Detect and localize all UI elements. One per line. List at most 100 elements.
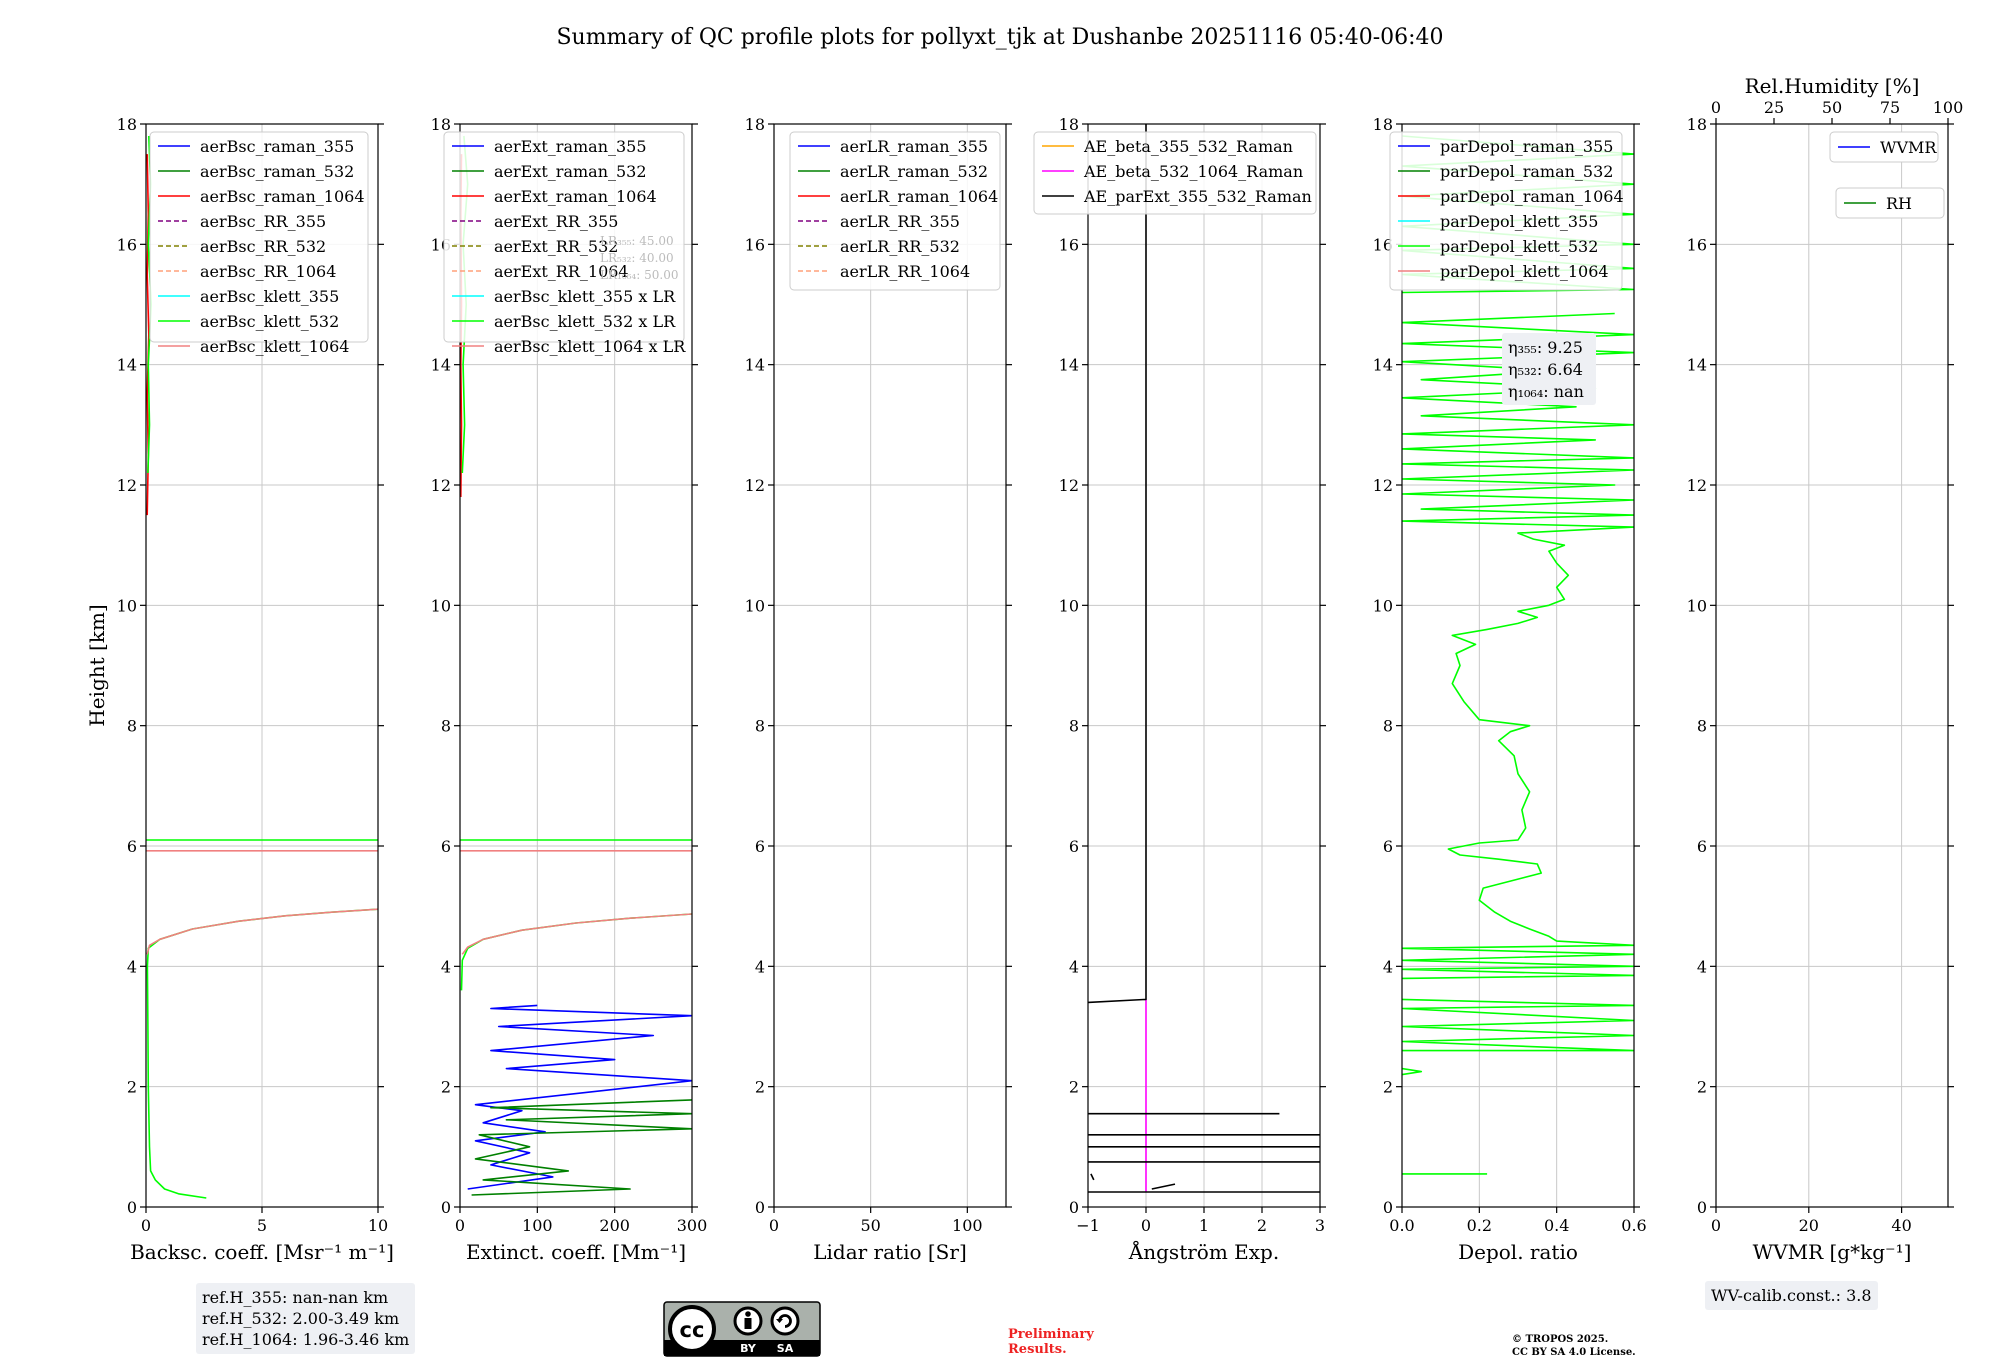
y-tick-label: 4 <box>1697 957 1707 976</box>
svg-text:cc: cc <box>680 1318 705 1342</box>
sa-label: SA <box>777 1342 794 1355</box>
svg-text:η₅₃₂: 6.64: η₅₃₂: 6.64 <box>1508 360 1583 379</box>
x-tick-label: 100 <box>522 1216 553 1235</box>
x-tick-label: 0.4 <box>1544 1216 1569 1235</box>
chart-lr: 0 2 4 6 8 10 12 14 16 18 0 50 100 Lidar ratio [Sr] aer… <box>745 115 1012 1264</box>
legend-entry: aerBsc_klett_1064 <box>200 337 349 356</box>
legend-entry: aerBsc_klett_532 x LR <box>494 312 676 331</box>
legend-entry: RH <box>1886 194 1912 213</box>
legend-entry: parDepol_klett_355 <box>1440 212 1598 231</box>
x-tick-label: 0.0 <box>1389 1216 1414 1235</box>
x-tick-label: 0 <box>141 1216 151 1235</box>
y-tick-label: 16 <box>1059 235 1079 254</box>
legend-entry: aerLR_RR_532 <box>840 237 960 256</box>
y-tick-label: 8 <box>1383 717 1393 736</box>
copyright-note: © TROPOS 2025. CC BY SA 4.0 License. <box>1512 1334 1636 1358</box>
y-tick-label: 8 <box>1069 717 1079 736</box>
annotation: LR₃₅₅: 45.00 LR₅₃₂: 40.00 LR₁₀₆₄: 50.00 <box>600 234 678 282</box>
x-tick-label: 0 <box>455 1216 465 1235</box>
y-tick-label: 14 <box>431 356 451 375</box>
x-tick-label: 300 <box>677 1216 708 1235</box>
x-tick-label: −1 <box>1076 1216 1100 1235</box>
svg-text:η₁₀₆₄: nan: η₁₀₆₄: nan <box>1508 382 1584 401</box>
series-aerExt-raman-355 <box>467 1004 692 1190</box>
x-tick-label: 200 <box>599 1216 630 1235</box>
y-tick-label: 4 <box>441 957 451 976</box>
legend: AE_beta_355_532_Raman AE_beta_532_1064_Ra… <box>1033 131 1317 215</box>
y-tick-label: 6 <box>755 837 765 856</box>
y-tick-label: 2 <box>1383 1078 1393 1097</box>
x-tick-label: 0 <box>1141 1216 1151 1235</box>
y-tick-label: 10 <box>745 596 765 615</box>
x-tick-label: 100 <box>952 1216 983 1235</box>
legend-entry: aerBsc_RR_355 <box>200 212 326 231</box>
svg-text:LR₃₅₅: 45.00: LR₃₅₅: 45.00 <box>600 234 674 248</box>
y-tick-label: 2 <box>127 1078 137 1097</box>
y-tick-label: 14 <box>117 356 137 375</box>
x2-tick-label: 75 <box>1880 98 1900 117</box>
legend-entry: aerLR_raman_532 <box>840 162 988 181</box>
y-tick-label: 18 <box>431 115 451 134</box>
y-tick-label: 2 <box>755 1078 765 1097</box>
x-tick-label: 10 <box>368 1216 388 1235</box>
x-tick-label: 0 <box>769 1216 779 1235</box>
legend-entry: parDepol_raman_1064 <box>1440 187 1624 206</box>
y-tick-label: 10 <box>431 596 451 615</box>
x-axis-label: Lidar ratio [Sr] <box>813 1240 967 1264</box>
wv-calibration-box: WV-calib.const.: 3.8 <box>1705 1281 1878 1310</box>
y-tick-label: 16 <box>117 235 137 254</box>
y-tick-label: 0 <box>1697 1198 1707 1217</box>
legend: RH <box>1835 187 1945 219</box>
legend-entry: aerBsc_raman_355 <box>200 137 354 156</box>
x2-tick-label: 25 <box>1764 98 1784 117</box>
y-tick-label: 4 <box>755 957 765 976</box>
legend: aerExt_raman_355 aerExt_raman_532 aerExt_r… <box>443 131 686 356</box>
y-tick-label: 6 <box>1697 837 1707 856</box>
axes-frame <box>1401 123 1635 1208</box>
x2-tick-label: 50 <box>1822 98 1842 117</box>
legend-entry: aerBsc_klett_355 <box>200 287 339 306</box>
legend-entry: aerLR_RR_355 <box>840 212 960 231</box>
y-tick-label: 8 <box>441 717 451 736</box>
y-tick-label: 14 <box>1687 356 1707 375</box>
y-tick-label: 16 <box>1687 235 1707 254</box>
svg-text:LR₅₃₂: 40.00: LR₅₃₂: 40.00 <box>600 251 674 265</box>
series-parDepol-klett-532 <box>1402 135 1634 1175</box>
x-tick-label: 3 <box>1315 1216 1325 1235</box>
y-tick-label: 12 <box>1687 476 1707 495</box>
legend-entry: aerExt_raman_355 <box>494 137 647 156</box>
legend-entry: aerBsc_klett_1064 x LR <box>494 337 686 356</box>
y-tick-label: 0 <box>441 1198 451 1217</box>
y-tick-label: 8 <box>1697 717 1707 736</box>
y-tick-label: 14 <box>1373 356 1393 375</box>
y-tick-label: 0 <box>1069 1198 1079 1217</box>
ref-height-1064: ref.H_1064: 1.96-3.46 km <box>202 1330 410 1349</box>
y-tick-label: 10 <box>1373 596 1393 615</box>
series-aerBsc-klett-1064 <box>146 850 378 955</box>
legend-entry: parDepol_raman_355 <box>1440 137 1613 156</box>
y-tick-label: 18 <box>117 115 137 134</box>
legend: aerLR_raman_355 aerLR_raman_532 aerLR_rama… <box>789 131 1001 291</box>
x2-axis-label: Rel.Humidity [%] <box>1745 74 1920 98</box>
y-tick-label: 16 <box>745 235 765 254</box>
x-axis-label: Depol. ratio <box>1458 1240 1578 1264</box>
legend-entry: aerExt_RR_1064 <box>494 262 629 281</box>
x-axis-label: Backsc. coeff. [Msr⁻¹ m⁻¹] <box>130 1240 394 1264</box>
y-tick-label: 18 <box>745 115 765 134</box>
y-tick-label: 2 <box>1069 1078 1079 1097</box>
y-tick-label: 12 <box>1373 476 1393 495</box>
y-tick-label: 16 <box>1373 235 1393 254</box>
y-tick-label: 10 <box>1059 596 1079 615</box>
x-tick-label: 40 <box>1891 1216 1911 1235</box>
x-tick-label: 5 <box>257 1216 267 1235</box>
legend-entry: aerExt_RR_355 <box>494 212 618 231</box>
x-axis-label: Extinct. coeff. [Mm⁻¹] <box>466 1240 686 1264</box>
y-tick-label: 8 <box>755 717 765 736</box>
figure-title: Summary of QC profile plots for pollyxt_… <box>556 25 1443 50</box>
legend-entry: aerBsc_RR_532 <box>200 237 326 256</box>
chart-depol: 0 2 4 6 8 10 12 14 16 18 0.0 0.2 0.4 0.6 Depol. ratio p… <box>1373 115 1647 1264</box>
y-tick-label: 4 <box>1383 957 1393 976</box>
